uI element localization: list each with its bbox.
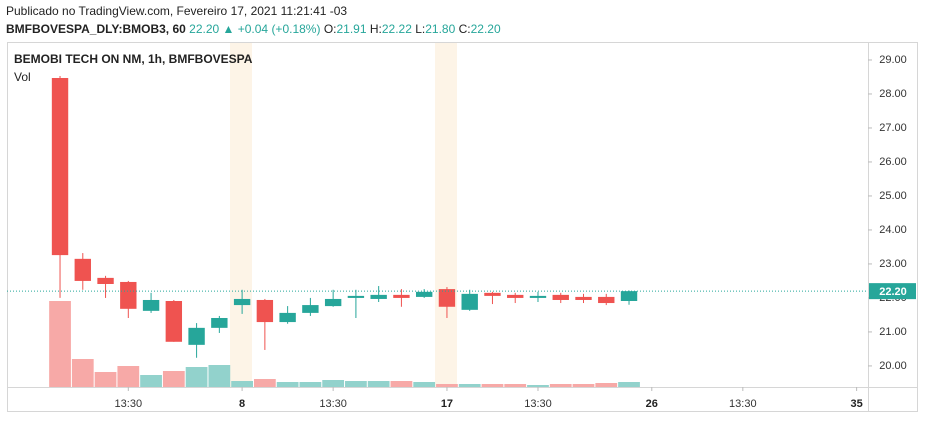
ohlc-key: C: — [458, 22, 471, 36]
candle-body — [165, 300, 183, 342]
ohlc-key: O: — [323, 22, 337, 36]
volume-bar — [208, 365, 231, 387]
x-tick-label: 13:30 — [319, 398, 347, 410]
candle-body — [324, 298, 342, 307]
volume-bar — [94, 372, 117, 387]
volume-bar — [367, 381, 390, 387]
volume-bar — [436, 384, 458, 387]
volume-bar — [117, 366, 140, 387]
volume-bar — [572, 384, 595, 387]
session-highlight — [435, 43, 457, 387]
candle-body — [120, 281, 137, 309]
last-price-label: 22.20 — [879, 286, 907, 298]
candle-body — [74, 258, 91, 281]
volume-bar — [504, 384, 527, 387]
y-tick-label: 21.00 — [879, 326, 907, 338]
candle-body — [211, 317, 228, 328]
volume-bar — [185, 367, 208, 387]
volume-bar — [595, 383, 618, 387]
volume-bar — [458, 384, 481, 387]
y-tick-label: 28.00 — [879, 88, 907, 100]
volume-bar — [345, 381, 367, 387]
candle-body — [188, 327, 205, 345]
ohlc-value: 21.91 — [336, 22, 367, 36]
y-tick-label: 24.00 — [879, 224, 907, 236]
volume-bar — [49, 301, 71, 387]
candle-body — [302, 305, 319, 313]
volume-bar — [162, 371, 185, 387]
x-tick-label: 13:30 — [115, 398, 143, 410]
candle-body — [233, 298, 251, 306]
change: ▲ +0.04 (+0.18%) — [222, 22, 321, 36]
ohlc: O:21.91 H:22.22 L:21.80 C:22.20 — [324, 22, 501, 36]
x-tick-label: 13:30 — [524, 398, 552, 410]
ohlc-value: 22.22 — [381, 22, 412, 36]
ohlc-value: 22.20 — [470, 22, 501, 36]
last-price: 22.20 — [189, 22, 220, 36]
candle-body — [575, 296, 592, 300]
candle-body — [279, 312, 296, 323]
candle-body — [552, 294, 569, 300]
candle-body — [256, 299, 274, 323]
volume-bar — [549, 384, 572, 387]
x-tick-label: 35 — [850, 398, 862, 410]
published-note: Publicado no TradingView.com, Fevereiro … — [6, 4, 348, 18]
symbol-bar: BMFBOVESPA_DLY:BMOB3, 60 22.20 ▲ +0.04 (… — [6, 22, 501, 36]
ohlc-key: L: — [415, 22, 426, 36]
volume-bar — [299, 382, 322, 387]
candle-body — [97, 277, 114, 284]
volume-bar — [140, 375, 162, 387]
chart-title: BEMOBI TECH ON NM, 1h, BMFBOVESPA — [14, 52, 253, 66]
candle-body — [142, 299, 160, 311]
volume-bar — [390, 381, 413, 387]
volume-bar — [231, 381, 253, 387]
candle-body — [438, 289, 456, 307]
candle-body — [415, 291, 433, 297]
y-tick-label: 23.00 — [879, 258, 907, 270]
volume-bar — [618, 382, 640, 387]
volume-legend: Vol — [14, 70, 31, 84]
ohlc-key: H: — [369, 22, 382, 36]
candle-body — [370, 294, 387, 299]
x-tick-label: 26 — [646, 398, 658, 410]
x-tick-label: 8 — [239, 398, 245, 410]
y-tick-label: 27.00 — [879, 122, 907, 134]
ohlc-value: 21.80 — [425, 22, 456, 36]
candle-body — [393, 294, 410, 298]
candle-body — [484, 292, 501, 296]
candle-body — [529, 295, 547, 298]
session-highlight — [230, 43, 252, 387]
candle-body — [347, 295, 365, 298]
volume-bar — [276, 382, 299, 387]
volume-bar — [413, 382, 436, 387]
frame — [7, 42, 918, 412]
volume-bar — [527, 385, 549, 387]
candle-body — [598, 296, 615, 304]
y-tick-label: 20.00 — [879, 360, 907, 372]
symbol: BMFBOVESPA_DLY:BMOB3, 60 — [6, 22, 186, 36]
volume-bar — [481, 384, 504, 387]
volume-bar — [322, 380, 345, 387]
x-tick-label: 13:30 — [729, 398, 757, 410]
candle-body — [620, 291, 638, 301]
y-tick-label: 25.00 — [879, 190, 907, 202]
last-price-box — [869, 283, 916, 300]
volume-bar — [253, 379, 276, 387]
candle-body — [461, 293, 478, 310]
volume-bar — [71, 359, 94, 387]
candle-body — [51, 77, 69, 256]
y-tick-label: 29.00 — [879, 54, 907, 66]
x-tick-label: 17 — [441, 398, 453, 410]
candle-body — [507, 294, 524, 298]
y-tick-label: 26.00 — [879, 156, 907, 168]
